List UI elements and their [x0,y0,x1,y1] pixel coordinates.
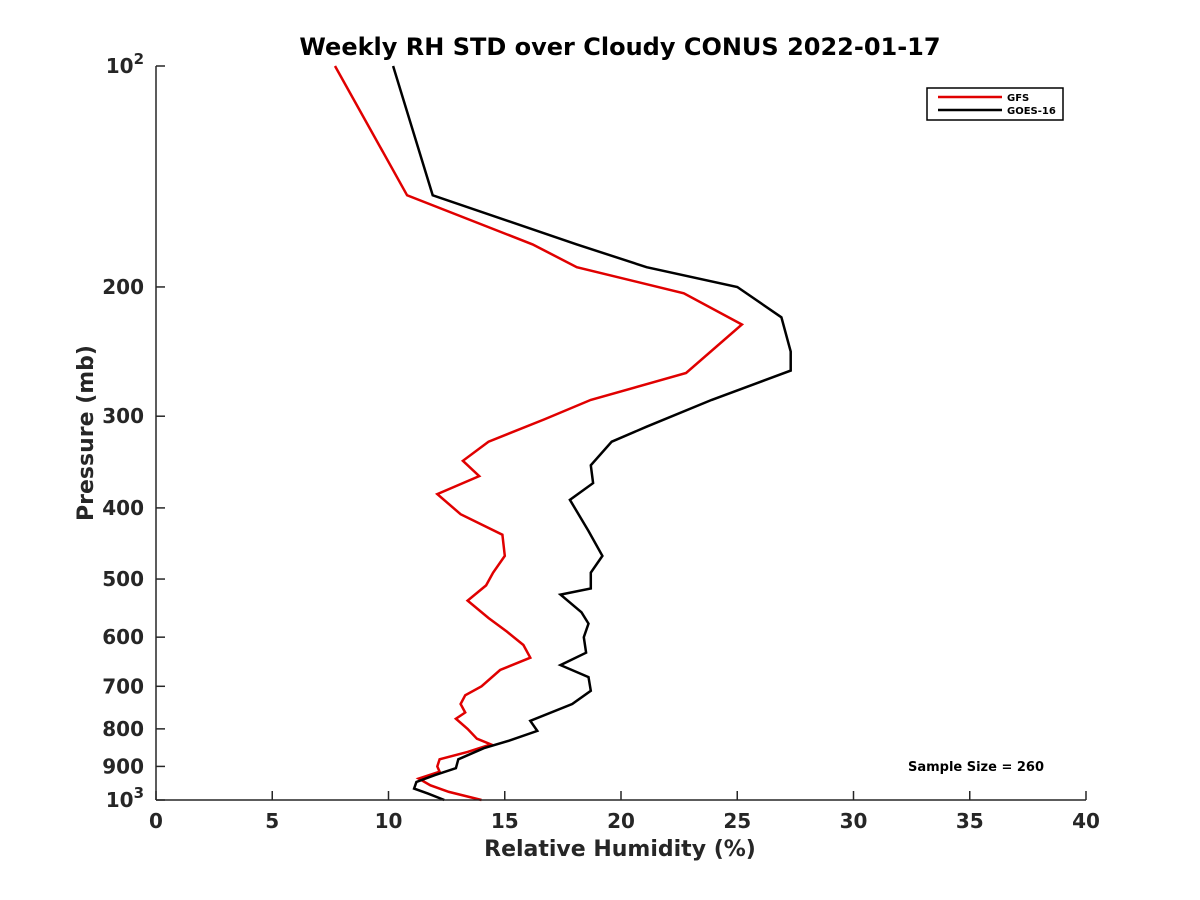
x-tick-label: 25 [723,809,751,833]
chart-title: Weekly RH STD over Cloudy CONUS 2022-01-… [299,33,940,61]
y-tick-label: 103 [106,784,144,812]
series-line-gfs [333,65,745,802]
plot-area [156,66,1086,800]
x-tick-label: 40 [1072,809,1100,833]
sample-size-annotation: Sample Size = 260 [908,760,1044,775]
y-tick-label: 500 [102,567,144,591]
y-tick-label: 102 [106,50,144,78]
y-tick-label: 300 [102,404,144,428]
y-tick-label: 800 [102,717,144,741]
legend-label-goes16: GOES-16 [1007,106,1056,117]
legend-box [926,87,1064,121]
x-tick-label: 0 [149,809,163,833]
y-tick-label: 700 [102,674,144,698]
x-tick-label: 5 [265,809,279,833]
x-tick-label: 10 [375,809,403,833]
x-tick-label: 15 [491,809,519,833]
y-tick-label: 200 [102,275,144,299]
y-axis-label: Pressure (mb) [74,345,99,521]
x-axis-label: Relative Humidity (%) [484,837,756,862]
series-layer [333,65,792,802]
x-tick-label: 30 [840,809,868,833]
y-tick-label: 900 [102,754,144,778]
x-tick-label: 20 [607,809,635,833]
legend: GFS GOES-16 [926,87,1064,121]
axes-layer: 0 5 10 15 20 25 30 35 40 102 200 300 400 500 600 700 800… [102,50,1100,833]
series-line-goes16 [391,65,792,802]
x-tick-label: 35 [956,809,984,833]
y-tick-label: 400 [102,496,144,520]
legend-label-gfs: GFS [1007,93,1029,104]
y-tick-label: 600 [102,625,144,649]
